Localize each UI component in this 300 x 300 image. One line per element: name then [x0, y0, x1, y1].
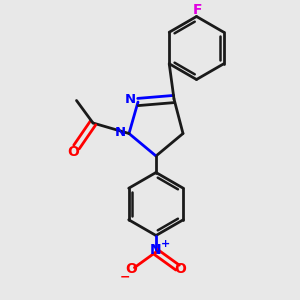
Text: F: F — [193, 3, 203, 17]
Text: O: O — [68, 146, 80, 159]
Text: N: N — [150, 243, 162, 256]
Text: O: O — [175, 262, 187, 276]
Text: +: + — [160, 238, 169, 249]
Text: O: O — [125, 262, 137, 276]
Text: N: N — [125, 92, 136, 106]
Text: −: − — [120, 270, 131, 283]
Text: N: N — [115, 125, 126, 139]
